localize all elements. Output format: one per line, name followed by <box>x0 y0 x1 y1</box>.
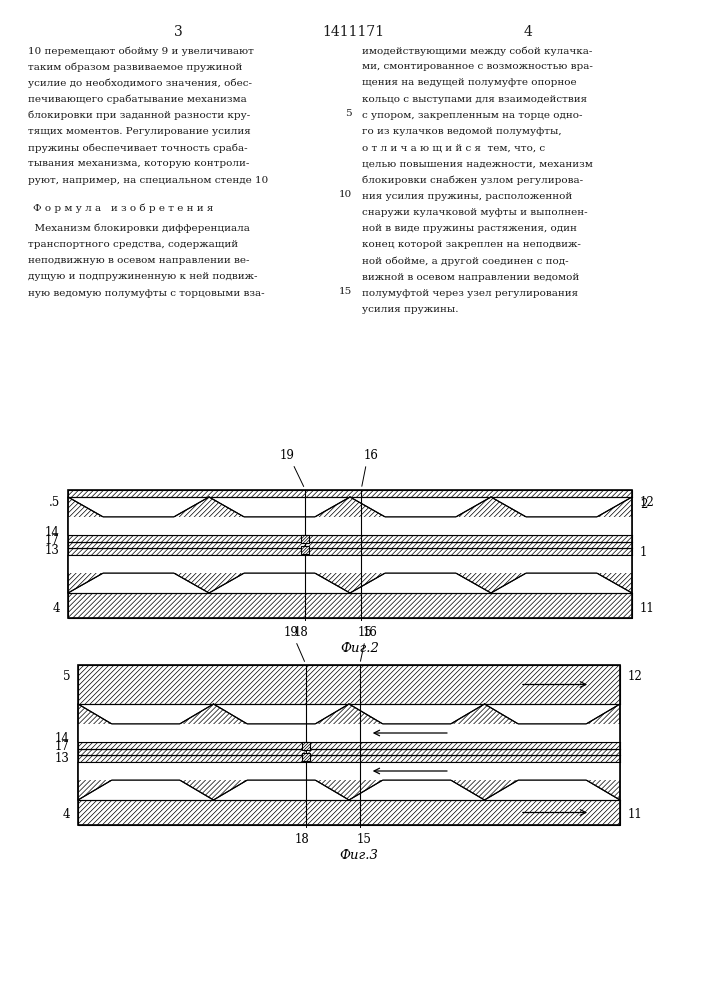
Text: 5: 5 <box>62 670 70 684</box>
Polygon shape <box>302 753 310 761</box>
Text: 17: 17 <box>55 740 70 754</box>
Text: снаружи кулачковой муфты и выполнен-: снаружи кулачковой муфты и выполнен- <box>362 208 588 217</box>
Polygon shape <box>302 742 310 750</box>
Text: тывания механизма, которую контроли-: тывания механизма, которую контроли- <box>28 159 250 168</box>
Polygon shape <box>301 535 309 543</box>
Polygon shape <box>78 762 620 800</box>
Text: 10: 10 <box>339 190 352 199</box>
Text: печивающего срабатывание механизма: печивающего срабатывание механизма <box>28 95 247 104</box>
Bar <box>68 490 632 618</box>
Text: 18: 18 <box>293 626 308 639</box>
Polygon shape <box>68 497 632 535</box>
Text: Фиг.2: Фиг.2 <box>341 642 380 655</box>
Text: 17: 17 <box>45 534 60 546</box>
Text: 2: 2 <box>640 498 648 512</box>
Text: 3: 3 <box>174 25 182 39</box>
Polygon shape <box>68 593 632 618</box>
Text: ной обойме, а другой соединен с под-: ной обойме, а другой соединен с под- <box>362 257 568 266</box>
Text: 15: 15 <box>356 833 371 846</box>
Bar <box>78 665 620 825</box>
Text: вижной в осевом направлении ведомой: вижной в осевом направлении ведомой <box>362 273 579 282</box>
Polygon shape <box>68 555 632 593</box>
Text: 5: 5 <box>346 109 352 118</box>
Text: 4: 4 <box>52 601 60 614</box>
Text: Ф о р м у л а   и з о б р е т е н и я: Ф о р м у л а и з о б р е т е н и я <box>33 204 214 213</box>
Text: таким образом развиваемое пружиной: таким образом развиваемое пружиной <box>28 62 243 72</box>
Text: неподвижную в осевом направлении ве-: неподвижную в осевом направлении ве- <box>28 256 250 265</box>
Text: блокировки при заданной разности кру-: блокировки при заданной разности кру- <box>28 111 250 120</box>
Text: 19: 19 <box>279 449 294 462</box>
Bar <box>68 517 632 535</box>
Polygon shape <box>78 749 620 755</box>
Text: усилие до необходимого значения, обес-: усилие до необходимого значения, обес- <box>28 78 252 88</box>
Text: 1: 1 <box>640 546 648 558</box>
Text: имодействующими между собой кулачка-: имодействующими между собой кулачка- <box>362 46 592 55</box>
Polygon shape <box>78 755 620 762</box>
Text: 10 перемещают обойму 9 и увеличивают: 10 перемещают обойму 9 и увеличивают <box>28 46 254 55</box>
Bar <box>78 762 620 780</box>
Text: с упором, закрепленным на торце одно-: с упором, закрепленным на торце одно- <box>362 111 583 120</box>
Text: Механизм блокировки дифференциала: Механизм блокировки дифференциала <box>28 224 250 233</box>
Text: кольцо с выступами для взаимодействия: кольцо с выступами для взаимодействия <box>362 95 587 104</box>
Text: 4: 4 <box>524 25 532 39</box>
Text: 14: 14 <box>55 732 70 746</box>
Text: 11: 11 <box>640 601 655 614</box>
Text: 16: 16 <box>363 626 378 639</box>
Text: дущую и подпружиненную к ней подвиж-: дущую и подпружиненную к ней подвиж- <box>28 272 257 281</box>
Text: пружины обеспечивает точность сраба-: пружины обеспечивает точность сраба- <box>28 143 247 153</box>
Text: 16: 16 <box>364 449 379 462</box>
Text: ную ведомую полумуфты с торцовыми вза-: ную ведомую полумуфты с торцовыми вза- <box>28 289 264 298</box>
Text: блокировки снабжен узлом регулирова-: блокировки снабжен узлом регулирова- <box>362 176 583 185</box>
Text: ния усилия пружины, расположенной: ния усилия пружины, расположенной <box>362 192 572 201</box>
Text: 13: 13 <box>45 544 60 558</box>
Text: руют, например, на специальном стенде 10: руют, например, на специальном стенде 10 <box>28 176 268 185</box>
Polygon shape <box>78 742 620 749</box>
Text: целью повышения надежности, механизм: целью повышения надежности, механизм <box>362 159 593 168</box>
Bar <box>68 555 632 573</box>
Text: о т л и ч а ю щ и й с я  тем, что, с: о т л и ч а ю щ и й с я тем, что, с <box>362 143 545 152</box>
Text: 15: 15 <box>358 626 373 639</box>
Polygon shape <box>68 542 632 548</box>
Text: усилия пружины.: усилия пружины. <box>362 305 459 314</box>
Text: 18: 18 <box>294 833 309 846</box>
Polygon shape <box>78 704 620 742</box>
Text: 4: 4 <box>62 808 70 822</box>
Text: 19: 19 <box>284 626 298 639</box>
Text: 11: 11 <box>628 808 643 822</box>
Polygon shape <box>68 535 632 542</box>
Polygon shape <box>78 665 620 704</box>
Text: 15: 15 <box>339 287 352 296</box>
Text: транспортного средства, содержащий: транспортного средства, содержащий <box>28 240 238 249</box>
Text: ной в виде пружины растяжения, один: ной в виде пружины растяжения, один <box>362 224 577 233</box>
Text: ми, смонтированное с возможностью вра-: ми, смонтированное с возможностью вра- <box>362 62 593 71</box>
Text: щения на ведущей полумуфте опорное: щения на ведущей полумуфте опорное <box>362 78 577 87</box>
Polygon shape <box>68 490 632 497</box>
Text: Фиг.3: Фиг.3 <box>339 849 378 862</box>
Text: тящих моментов. Регулирование усилия: тящих моментов. Регулирование усилия <box>28 127 251 136</box>
Text: .5: .5 <box>49 495 60 508</box>
Text: 12: 12 <box>628 670 643 684</box>
Bar <box>78 724 620 742</box>
Text: полумуфтой через узел регулирования: полумуфтой через узел регулирования <box>362 289 578 298</box>
Polygon shape <box>301 546 309 554</box>
Text: 13: 13 <box>55 752 70 764</box>
Text: 14: 14 <box>45 526 60 538</box>
Polygon shape <box>68 548 632 555</box>
Text: конец которой закреплен на неподвиж-: конец которой закреплен на неподвиж- <box>362 240 581 249</box>
Polygon shape <box>78 800 620 825</box>
Text: 12: 12 <box>640 495 655 508</box>
Text: го из кулачков ведомой полумуфты,: го из кулачков ведомой полумуфты, <box>362 127 561 136</box>
Text: 1411171: 1411171 <box>322 25 384 39</box>
